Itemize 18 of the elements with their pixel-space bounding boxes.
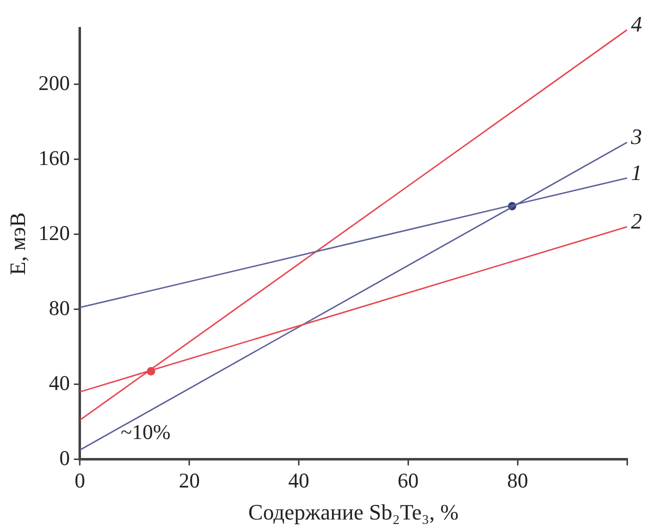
y-tick-label: 0: [59, 446, 70, 470]
y-tick-label: 80: [48, 296, 70, 320]
y-tick-label: 160: [38, 146, 70, 170]
series-label: 4: [631, 12, 642, 37]
x-axis-title: Содержание Sb₂Te₃, %: [248, 500, 459, 525]
series-label: 2: [631, 208, 642, 234]
x-tick-label: 20: [178, 468, 200, 493]
y-tick-label: 40: [48, 370, 70, 395]
series-label: 3: [630, 124, 642, 150]
x-tick-label: 40: [288, 468, 310, 493]
annotation: ~10%: [120, 420, 170, 444]
x-tick-label: 80: [507, 468, 528, 493]
x-tick-label: 0: [74, 468, 86, 493]
y-tick-label: 120: [38, 220, 70, 245]
x-tick-label: 60: [398, 468, 419, 493]
y-axis-title: E, мэВ: [4, 212, 30, 276]
series-label: 1: [631, 160, 642, 185]
y-tick-label: 200: [38, 70, 70, 95]
